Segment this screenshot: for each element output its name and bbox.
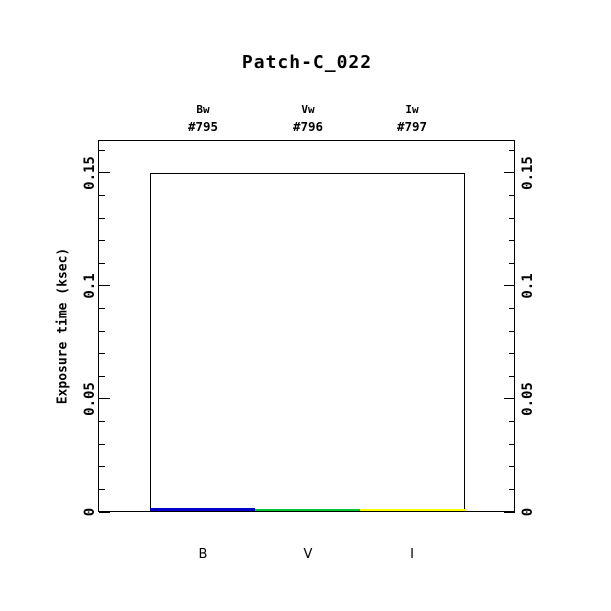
y-axis-tick xyxy=(99,308,105,310)
filter-header-b: Bw #795 xyxy=(187,103,219,134)
y-axis-tick xyxy=(504,285,515,287)
exposure-bar-i xyxy=(360,509,465,511)
y-axis-tick xyxy=(99,285,110,287)
y-tick-label: 0.05 xyxy=(520,382,536,416)
y-axis-tick xyxy=(99,375,105,377)
y-tick-label: 0 xyxy=(82,507,98,517)
y-tick-label: 0.1 xyxy=(82,273,98,299)
y-axis-tick xyxy=(509,149,515,151)
y-tick-label: 0 xyxy=(520,507,536,517)
y-axis-tick xyxy=(99,353,105,355)
exposure-id-label: #797 xyxy=(396,119,428,134)
exposure-bar-v xyxy=(255,509,360,511)
filter-header-i: Iw #797 xyxy=(396,103,428,134)
y-tick-label: 0.05 xyxy=(82,382,98,416)
y-axis-tick xyxy=(99,488,105,490)
y-axis-tick xyxy=(509,353,515,355)
y-axis-tick xyxy=(99,149,105,151)
plot-title: Patch-C_022 xyxy=(241,52,373,73)
y-axis-tick xyxy=(509,195,515,197)
y-axis-tick xyxy=(509,262,515,264)
filter-band-label: Bw xyxy=(196,103,210,116)
y-tick-label: 0.1 xyxy=(520,273,536,299)
x-category-label-i: I xyxy=(410,547,414,562)
x-category-label-b: B xyxy=(198,547,208,562)
y-tick-label: 0.15 xyxy=(520,156,536,190)
exposure-id-label: #796 xyxy=(292,119,324,134)
filter-header-v: Vw #796 xyxy=(292,103,324,134)
y-axis-tick xyxy=(99,466,105,468)
y-axis-tick xyxy=(99,195,105,197)
y-axis-tick xyxy=(99,443,105,445)
y-axis-tick xyxy=(509,330,515,332)
y-axis-tick xyxy=(509,217,515,219)
y-axis-tick xyxy=(504,398,515,400)
y-axis-title: Exposure time (ksec) xyxy=(55,247,71,405)
y-axis-tick xyxy=(99,240,105,242)
exposure-outline-box xyxy=(150,172,465,512)
y-axis-tick xyxy=(509,488,515,490)
exposure-bar-b xyxy=(150,508,255,511)
y-axis-tick xyxy=(99,217,105,219)
filter-band-label: Iw xyxy=(405,103,419,116)
y-tick-label: 0.15 xyxy=(82,156,98,190)
y-axis-tick xyxy=(509,308,515,310)
y-axis-tick xyxy=(99,330,105,332)
y-axis-tick xyxy=(99,511,110,513)
y-axis-tick xyxy=(99,421,105,423)
y-axis-tick xyxy=(99,398,110,400)
y-axis-tick xyxy=(99,172,110,174)
y-axis-tick xyxy=(509,443,515,445)
filter-band-label: Vw xyxy=(301,103,315,116)
y-axis-tick xyxy=(504,511,515,513)
exposure-id-label: #795 xyxy=(187,119,219,134)
y-axis-tick xyxy=(509,375,515,377)
y-axis-tick xyxy=(509,240,515,242)
x-category-label-v: V xyxy=(303,547,313,562)
y-axis-tick xyxy=(99,262,105,264)
y-axis-tick xyxy=(509,421,515,423)
y-axis-tick xyxy=(504,172,515,174)
y-axis-tick xyxy=(509,466,515,468)
